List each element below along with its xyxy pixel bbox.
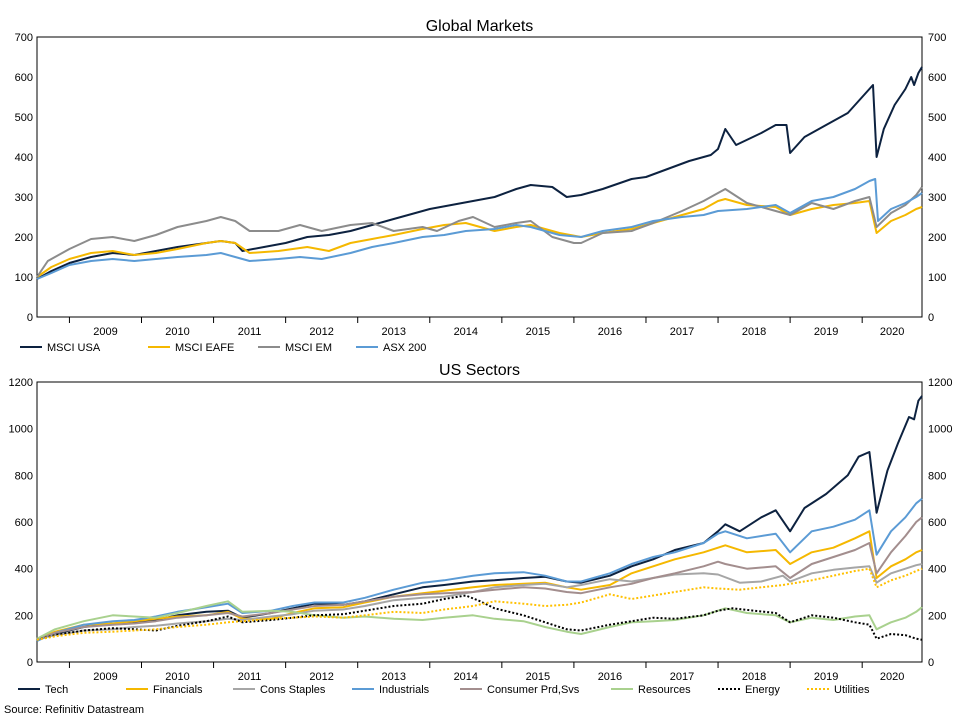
legend-label: MSCI EM	[285, 342, 332, 354]
x-tick-label: 2020	[880, 671, 904, 683]
y-tick-label-right: 500	[928, 112, 946, 124]
y-tick-label-right: 0	[928, 657, 934, 669]
y-tick-label-right: 1200	[928, 377, 952, 389]
x-tick-label: 2020	[880, 326, 904, 338]
y-tick-label-right: 100	[928, 272, 946, 284]
y-tick-label-left: 400	[15, 152, 33, 164]
x-tick-label: 2019	[814, 671, 838, 683]
series-line-cons-staples	[36, 563, 923, 640]
legend-label: Tech	[45, 684, 68, 696]
y-tick-label-left: 500	[15, 112, 33, 124]
chart-title: Global Markets	[426, 18, 534, 35]
legend-label: Resources	[638, 684, 691, 696]
y-tick-label-left: 1000	[9, 424, 33, 436]
series-line-consumer-prd-svs	[36, 516, 923, 641]
y-tick-label-left: 400	[15, 564, 33, 576]
y-tick-label-right: 600	[928, 517, 946, 529]
y-tick-label-left: 300	[15, 192, 33, 204]
source-note: Source: Refinitiv Datastream	[4, 704, 144, 716]
y-tick-label-right: 1000	[928, 424, 952, 436]
y-tick-label-left: 100	[15, 272, 33, 284]
x-tick-label: 2016	[598, 671, 622, 683]
x-tick-label: 2010	[165, 671, 189, 683]
x-tick-label: 2012	[309, 671, 333, 683]
x-tick-label: 2011	[238, 671, 262, 683]
legend-label: Industrials	[379, 684, 430, 696]
y-tick-label-right: 200	[928, 610, 946, 622]
x-tick-label: 2015	[526, 326, 550, 338]
y-tick-label-right: 0	[928, 312, 934, 324]
y-tick-label-right: 600	[928, 72, 946, 84]
y-tick-label-left: 200	[15, 232, 33, 244]
x-tick-label: 2018	[742, 326, 766, 338]
y-tick-label-right: 400	[928, 152, 946, 164]
y-tick-label-left: 0	[27, 312, 33, 324]
x-tick-label: 2013	[381, 671, 405, 683]
x-tick-label: 2010	[165, 326, 189, 338]
y-tick-label-left: 1200	[9, 377, 33, 389]
series-line-resources	[36, 600, 923, 640]
x-tick-label: 2017	[670, 326, 694, 338]
x-tick-label: 2017	[670, 671, 694, 683]
chart-panel-1: Global Markets 0 0 100 100 200 200 300 300 400 400…	[15, 18, 947, 354]
series-line-industrials	[36, 497, 923, 642]
y-tick-label-left: 800	[15, 470, 33, 482]
x-tick-label: 2009	[93, 326, 117, 338]
series-line-tech	[36, 395, 923, 641]
legend-label: Utilities	[834, 684, 870, 696]
y-tick-label-left: 600	[15, 517, 33, 529]
series-line-msci-eafe	[36, 198, 923, 278]
x-tick-label: 2018	[742, 671, 766, 683]
x-tick-label: 2012	[309, 326, 333, 338]
legend-label: MSCI EAFE	[175, 342, 234, 354]
series-line-msci-usa	[36, 66, 923, 280]
x-tick-label: 2013	[381, 326, 405, 338]
x-tick-label: 2009	[93, 671, 117, 683]
x-tick-label: 2015	[526, 671, 550, 683]
plot-frame	[36, 381, 923, 663]
x-tick-label: 2016	[598, 326, 622, 338]
legend-label: Cons Staples	[260, 684, 326, 696]
series-line-msci-em	[36, 186, 923, 278]
x-tick-label: 2019	[814, 326, 838, 338]
y-tick-label-left: 0	[27, 657, 33, 669]
y-tick-label-right: 800	[928, 470, 946, 482]
plot-frame	[36, 36, 923, 318]
y-tick-label-left: 700	[15, 32, 33, 44]
y-tick-label-left: 200	[15, 610, 33, 622]
y-tick-label-right: 400	[928, 564, 946, 576]
x-tick-label: 2011	[238, 326, 262, 338]
chart-panel-2: US Sectors 0 0 200 200 400 400 600 600 800 800 1000…	[9, 362, 953, 696]
legend-label: Financials	[153, 684, 203, 696]
legend-label: Consumer Prd,Svs	[487, 684, 580, 696]
y-tick-label-right: 200	[928, 232, 946, 244]
x-tick-label: 2014	[454, 326, 478, 338]
legend-label: Energy	[745, 684, 780, 696]
y-tick-label-right: 300	[928, 192, 946, 204]
y-tick-label-right: 700	[928, 32, 946, 44]
series-line-utilities	[36, 567, 923, 641]
y-tick-label-left: 600	[15, 72, 33, 84]
legend-label: MSCI USA	[47, 342, 101, 354]
chart-title: US Sectors	[439, 362, 520, 379]
x-tick-label: 2014	[454, 671, 478, 683]
legend-label: ASX 200	[383, 342, 426, 354]
series-line-asx-200	[36, 178, 923, 280]
